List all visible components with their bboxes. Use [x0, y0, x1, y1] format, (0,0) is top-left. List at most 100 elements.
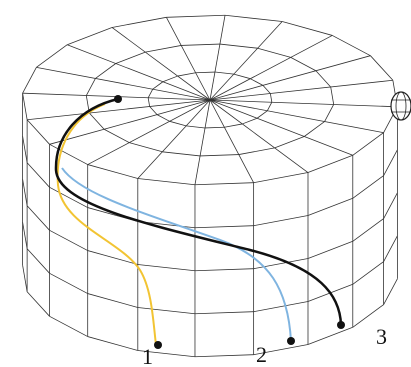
wire-line [49, 143, 88, 165]
wire-line [49, 186, 88, 208]
sphere [390, 91, 411, 121]
wire-line [89, 112, 105, 130]
wire-line [214, 71, 234, 75]
wire-line [307, 197, 353, 216]
wire-line [111, 16, 167, 28]
wire-line [250, 78, 264, 86]
wire-line [22, 93, 28, 120]
curve-2 [61, 167, 292, 342]
wire-line [209, 55, 371, 101]
wire-line [205, 126, 225, 129]
wire-line [307, 154, 353, 173]
wire-line [166, 17, 211, 101]
wire-line [22, 222, 28, 249]
wire-line [49, 315, 88, 337]
wire-line [253, 172, 309, 184]
wire-line [324, 104, 335, 122]
wire-line [194, 311, 254, 315]
wire-line [49, 99, 211, 145]
wire-line [253, 301, 309, 313]
wire-line [352, 218, 384, 242]
wire-line [95, 63, 117, 79]
wire-line [87, 164, 138, 179]
wire-line [303, 121, 325, 137]
wire-line [194, 99, 211, 185]
wire-line [352, 132, 384, 156]
wire-line [166, 14, 226, 18]
wire-line [257, 47, 291, 58]
wire-line [149, 106, 158, 115]
curve-3 [54, 97, 343, 326]
end-point-3 [337, 321, 345, 329]
wire-line [200, 154, 239, 157]
wire-line [26, 248, 50, 274]
wire-line [224, 14, 283, 22]
wire-line [290, 57, 317, 72]
wire-line [194, 268, 254, 272]
label: 2 [256, 342, 267, 367]
wire-line [137, 264, 196, 272]
wire-line [87, 336, 138, 351]
wire-line [253, 344, 309, 356]
wire-line [115, 51, 146, 64]
wire-line [370, 55, 394, 81]
wire-line [315, 70, 331, 88]
wire-line [152, 81, 164, 90]
wire-line [156, 114, 170, 122]
wire-line [87, 250, 138, 265]
wire-line [332, 35, 371, 57]
wire-line [383, 235, 398, 262]
wire-line [67, 44, 211, 101]
wire-line [307, 326, 353, 345]
wire-line [209, 21, 283, 101]
wire-line [137, 99, 211, 179]
wire-line [137, 178, 196, 186]
wire-line [253, 258, 309, 270]
wire-line [194, 354, 254, 358]
wire-line [253, 215, 309, 227]
curve-1 [56, 103, 157, 346]
start-point [114, 95, 122, 103]
label: 3 [376, 324, 387, 349]
wire-line [209, 99, 398, 108]
wire-line [22, 179, 28, 206]
wire-line [85, 78, 96, 96]
wire-line [129, 142, 163, 153]
label: 1 [142, 344, 153, 367]
end-point-1 [154, 341, 162, 349]
wire-line [195, 71, 215, 74]
wire-line [111, 27, 211, 101]
wire-line [162, 75, 178, 83]
wire-line [282, 21, 333, 36]
wire-line [219, 43, 258, 49]
wire-line [181, 43, 220, 46]
wire-line [26, 205, 50, 231]
wire-line [177, 72, 196, 77]
wire-line [87, 99, 211, 165]
wire-line [137, 307, 196, 315]
wire-line [209, 15, 226, 101]
wire-line [36, 66, 211, 101]
wire-line [352, 304, 384, 328]
wireframe [22, 14, 398, 358]
wire-line [137, 350, 196, 358]
wire-line [87, 293, 138, 308]
wire-line [262, 85, 271, 94]
wire-line [242, 117, 258, 125]
end-point-2 [287, 337, 295, 345]
wire-line [274, 136, 305, 149]
wire-line [103, 128, 130, 143]
wire-line [36, 44, 68, 68]
wire-line [145, 45, 182, 53]
wire-line [22, 265, 28, 292]
wire-line [383, 278, 398, 305]
wire-line [186, 125, 206, 129]
wire-line [383, 192, 398, 219]
wire-line [27, 99, 211, 121]
wire-line [194, 225, 254, 229]
wire-line [49, 272, 88, 294]
wire-line [224, 123, 243, 128]
wire-line [352, 175, 384, 199]
wire-line [22, 136, 28, 163]
